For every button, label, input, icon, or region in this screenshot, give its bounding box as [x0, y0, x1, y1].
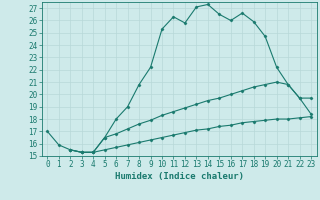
X-axis label: Humidex (Indice chaleur): Humidex (Indice chaleur) [115, 172, 244, 181]
